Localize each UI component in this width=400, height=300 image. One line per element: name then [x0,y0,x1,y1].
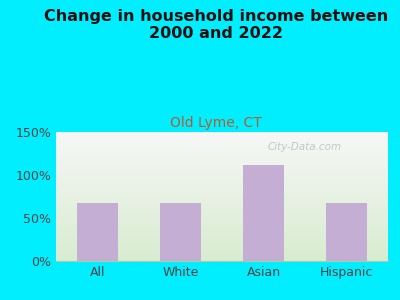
Bar [243,165,284,261]
Text: City-Data.com: City-Data.com [268,142,342,152]
Bar [160,202,201,261]
Bar [77,202,118,261]
Text: Old Lyme, CT: Old Lyme, CT [170,116,262,130]
Text: Change in household income between
2000 and 2022: Change in household income between 2000 … [44,9,388,41]
Bar [326,202,367,261]
